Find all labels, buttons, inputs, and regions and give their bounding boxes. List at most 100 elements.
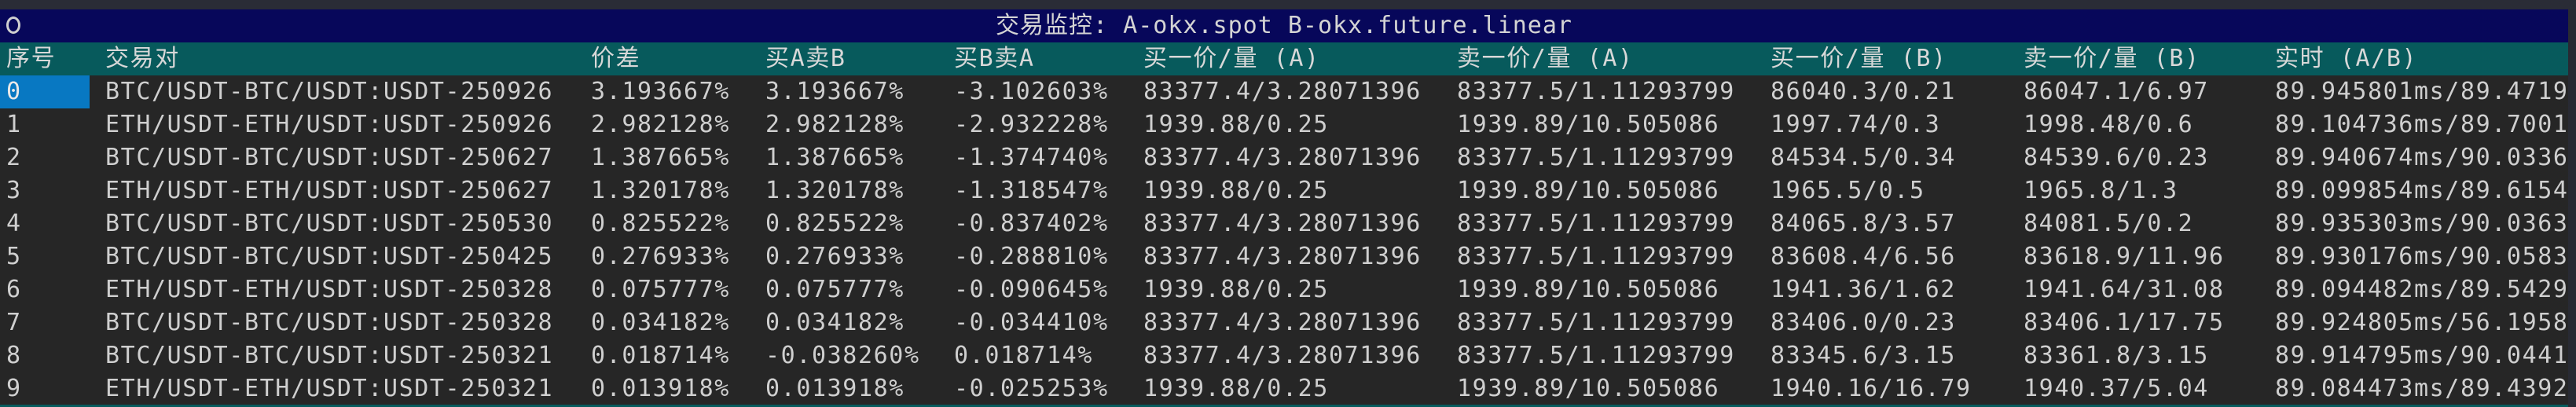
cell-ask-a: 83377.5/1.11293799 bbox=[1457, 309, 1735, 336]
cell-bid-b: 1941.36/1.62 bbox=[1771, 276, 1956, 303]
cell-spread: 2.982128% bbox=[591, 111, 730, 138]
cell-spread: 3.193667% bbox=[591, 78, 730, 105]
cell-spread: 0.034182% bbox=[591, 309, 730, 336]
cell-bid-a: 83377.4/3.28071396 bbox=[1143, 144, 1422, 171]
cell-pair: BTC/USDT-BTC/USDT:USDT-250627 bbox=[105, 144, 554, 171]
window-title: 交易监控: A-okx.spot B-okx.future.linear bbox=[996, 12, 1572, 39]
cell-ask-b: 86047.1/6.97 bbox=[2024, 78, 2209, 105]
column-header-ask-a[interactable]: 卖一价/量 (A) bbox=[1457, 45, 1634, 72]
cell-buy-a-sell-b: 1.320178% bbox=[765, 177, 905, 204]
cell-spread: 0.013918% bbox=[591, 375, 730, 402]
cell-ask-b: 1941.64/31.08 bbox=[2024, 276, 2225, 303]
cell-bid-b: 84065.8/3.57 bbox=[1771, 210, 1956, 237]
cell-bid-a: 1939.88/0.25 bbox=[1143, 111, 1329, 138]
cell-ask-a: 1939.89/10.505086 bbox=[1457, 276, 1720, 303]
column-header-buy-a-sell-b[interactable]: 买A卖B bbox=[765, 45, 846, 72]
cell-bid-a: 1939.88/0.25 bbox=[1143, 177, 1329, 204]
table-row[interactable]: 4 BTC/USDT-BTC/USDT:USDT-250530 0.825522% 0… bbox=[0, 207, 2568, 240]
table-row[interactable]: 9 ETH/USDT-ETH/USDT:USDT-250321 0.013918% 0… bbox=[0, 372, 2568, 405]
cell-ask-a: 1939.89/10.505086 bbox=[1457, 111, 1720, 138]
cell-buy-a-sell-b: -0.038260% bbox=[765, 342, 920, 369]
column-header-buy-b-sell-a[interactable]: 买B卖A bbox=[954, 45, 1035, 72]
cell-pair: ETH/USDT-ETH/USDT:USDT-250926 bbox=[105, 111, 554, 138]
cell-latency: 89.945801ms/89.4719 bbox=[2275, 78, 2569, 105]
cell-buy-a-sell-b: 0.825522% bbox=[765, 210, 905, 237]
cell-buy-b-sell-a: -0.034410% bbox=[954, 309, 1109, 336]
table-row[interactable]: 7 BTC/USDT-BTC/USDT:USDT-250328 0.034182% 0… bbox=[0, 306, 2568, 339]
cell-latency: 89.924805ms/56.1958 bbox=[2275, 309, 2569, 336]
cell-pair: BTC/USDT-BTC/USDT:USDT-250321 bbox=[105, 342, 554, 369]
cell-buy-b-sell-a: -2.932228% bbox=[954, 111, 1109, 138]
cell-buy-a-sell-b: 0.034182% bbox=[765, 309, 905, 336]
cell-index: 6 bbox=[6, 276, 22, 303]
column-header-ask-b[interactable]: 卖一价/量 (B) bbox=[2024, 45, 2200, 72]
cell-ask-b: 83618.9/11.96 bbox=[2024, 243, 2225, 270]
top-gap bbox=[0, 0, 2576, 9]
cell-latency: 89.940674ms/90.0336 bbox=[2275, 144, 2569, 171]
cell-pair: BTC/USDT-BTC/USDT:USDT-250530 bbox=[105, 210, 554, 237]
table-row[interactable]: 5 BTC/USDT-BTC/USDT:USDT-250425 0.276933% 0… bbox=[0, 240, 2568, 273]
cell-ask-a: 1939.89/10.505086 bbox=[1457, 177, 1720, 204]
cell-bid-b: 83345.6/3.15 bbox=[1771, 342, 1956, 369]
cell-ask-a: 1939.89/10.505086 bbox=[1457, 375, 1720, 402]
cell-index: 1 bbox=[6, 111, 22, 138]
cell-bid-a: 83377.4/3.28071396 bbox=[1143, 243, 1422, 270]
column-header-latency[interactable]: 实时 (A/B) bbox=[2275, 45, 2418, 72]
cell-buy-b-sell-a: -3.102603% bbox=[954, 78, 1109, 105]
cell-spread: 0.018714% bbox=[591, 342, 730, 369]
cell-bid-b: 1997.74/0.3 bbox=[1771, 111, 1941, 138]
cell-spread: 0.075777% bbox=[591, 276, 730, 303]
column-header-pair[interactable]: 交易对 bbox=[105, 45, 180, 72]
cell-ask-b: 1940.37/5.04 bbox=[2024, 375, 2209, 402]
column-header-index[interactable]: 序号 bbox=[6, 45, 57, 72]
cell-index: 8 bbox=[6, 342, 22, 369]
cell-latency: 89.104736ms/89.7001 bbox=[2275, 111, 2569, 138]
table-header: 序号 交易对 价差 买A卖B 买B卖A 买一价/量 (A) 卖一价/量 (A) 买一价/量 (… bbox=[0, 42, 2568, 75]
table-row[interactable]: 3 ETH/USDT-ETH/USDT:USDT-250627 1.320178% 1… bbox=[0, 174, 2568, 207]
column-header-bid-b[interactable]: 买一价/量 (B) bbox=[1771, 45, 1947, 72]
cell-buy-a-sell-b: 3.193667% bbox=[765, 78, 905, 105]
title-bar: 交易监控: A-okx.spot B-okx.future.linear bbox=[0, 9, 2568, 42]
cell-bid-b: 84534.5/0.34 bbox=[1771, 144, 1956, 171]
cell-index: 5 bbox=[6, 243, 22, 270]
table-row[interactable]: 8 BTC/USDT-BTC/USDT:USDT-250321 0.018714% -… bbox=[0, 339, 2568, 372]
cell-buy-a-sell-b: 2.982128% bbox=[765, 111, 905, 138]
cell-ask-b: 83406.1/17.75 bbox=[2024, 309, 2225, 336]
cell-index: 3 bbox=[6, 177, 22, 204]
cell-bid-a: 1939.88/0.25 bbox=[1143, 276, 1329, 303]
cell-spread: 1.387665% bbox=[591, 144, 730, 171]
cell-pair: BTC/USDT-BTC/USDT:USDT-250926 bbox=[105, 78, 554, 105]
cell-bid-b: 83406.0/0.23 bbox=[1771, 309, 1956, 336]
cell-spread: 1.320178% bbox=[591, 177, 730, 204]
cell-ask-b: 84539.6/0.23 bbox=[2024, 144, 2209, 171]
cell-buy-b-sell-a: -1.318547% bbox=[954, 177, 1109, 204]
cell-pair: ETH/USDT-ETH/USDT:USDT-250328 bbox=[105, 276, 554, 303]
cell-buy-a-sell-b: 0.075777% bbox=[765, 276, 905, 303]
cell-latency: 89.094482ms/89.5429 bbox=[2275, 276, 2569, 303]
cell-index: 0 bbox=[0, 75, 90, 108]
table-row[interactable]: 1 ETH/USDT-ETH/USDT:USDT-250926 2.982128% 2… bbox=[0, 108, 2568, 141]
cell-pair: BTC/USDT-BTC/USDT:USDT-250328 bbox=[105, 309, 554, 336]
cell-latency: 89.099854ms/89.6154 bbox=[2275, 177, 2569, 204]
cell-ask-b: 83361.8/3.15 bbox=[2024, 342, 2209, 369]
column-header-bid-a[interactable]: 买一价/量 (A) bbox=[1143, 45, 1320, 72]
table-row[interactable]: 0 BTC/USDT-BTC/USDT:USDT-250926 3.193667% 3… bbox=[0, 75, 2568, 108]
cell-bid-a: 83377.4/3.28071396 bbox=[1143, 309, 1422, 336]
cell-buy-a-sell-b: 0.276933% bbox=[765, 243, 905, 270]
cell-buy-b-sell-a: -0.090645% bbox=[954, 276, 1109, 303]
cell-buy-b-sell-a: -1.374740% bbox=[954, 144, 1109, 171]
cell-pair: BTC/USDT-BTC/USDT:USDT-250425 bbox=[105, 243, 554, 270]
cell-latency: 89.935303ms/90.0363 bbox=[2275, 210, 2569, 237]
column-header-spread[interactable]: 价差 bbox=[591, 45, 641, 72]
cell-bid-b: 1940.16/16.79 bbox=[1771, 375, 1972, 402]
cell-ask-b: 1965.8/1.3 bbox=[2024, 177, 2178, 204]
cell-spread: 0.825522% bbox=[591, 210, 730, 237]
cell-ask-a: 83377.5/1.11293799 bbox=[1457, 210, 1735, 237]
cell-ask-a: 83377.5/1.11293799 bbox=[1457, 144, 1735, 171]
table-row[interactable]: 6 ETH/USDT-ETH/USDT:USDT-250328 0.075777% 0… bbox=[0, 273, 2568, 306]
table-body: 0 BTC/USDT-BTC/USDT:USDT-250926 3.193667% 3… bbox=[0, 75, 2568, 405]
cell-bid-b: 1965.5/0.5 bbox=[1771, 177, 1925, 204]
cell-buy-b-sell-a: -0.025253% bbox=[954, 375, 1109, 402]
cell-latency: 89.914795ms/90.0441 bbox=[2275, 342, 2569, 369]
table-row[interactable]: 2 BTC/USDT-BTC/USDT:USDT-250627 1.387665% 1… bbox=[0, 141, 2568, 174]
